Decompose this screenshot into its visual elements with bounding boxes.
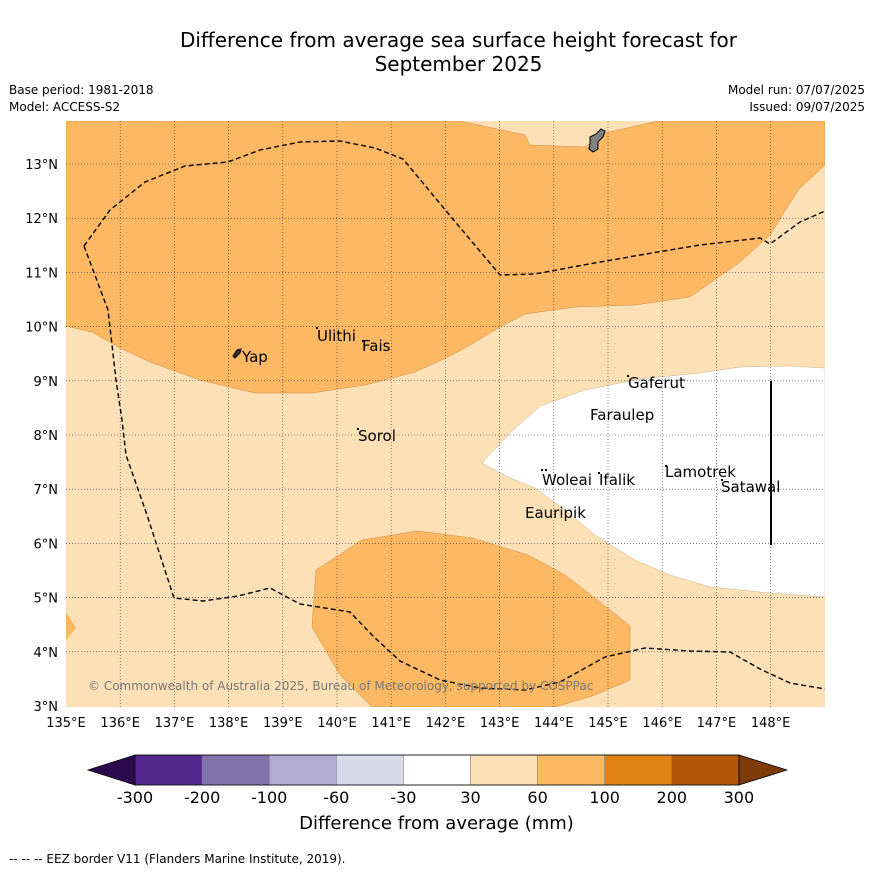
colorbar-tick: -60 [323, 788, 350, 807]
lon-tick-label: 147°E [697, 716, 737, 731]
lon-tick-label: 142°E [426, 716, 466, 731]
colorbar-tick: -30 [390, 788, 417, 807]
colorbar-outline [134, 754, 740, 786]
latitude-labels: 3°N 4°N 5°N 6°N 7°N 8°N 9°N 10°N 11°N 12°N 13°N [25, 158, 58, 715]
gridlines [66, 121, 825, 707]
title-line-2: September 2025 [374, 52, 543, 76]
lat-tick-label: 13°N [25, 158, 58, 173]
colorbar-segment [671, 754, 740, 786]
woleai-marker-2 [545, 469, 547, 471]
label-ulithi: Ulithi [317, 327, 356, 345]
label-sorol: Sorol [358, 427, 396, 445]
gaferut-marker [627, 375, 629, 377]
colorbar-segment [470, 754, 538, 786]
lat-tick-label: 10°N [25, 321, 58, 336]
colorbar [86, 754, 789, 786]
lat-tick-label: 4°N [34, 646, 59, 661]
lat-tick-label: 6°N [34, 537, 59, 552]
colorbar-segment [201, 754, 270, 786]
colorbar-title: Difference from average (mm) [299, 813, 574, 834]
colorbar-tick: 30 [460, 788, 481, 807]
colorbar-segment [268, 754, 337, 786]
label-fais: Fais [362, 337, 391, 355]
ulithi-marker [316, 327, 318, 329]
fais-marker [362, 340, 364, 342]
lon-tick-label: 144°E [534, 716, 574, 731]
colorbar-tick: -300 [116, 788, 154, 807]
yap-island-icon [232, 348, 242, 359]
lon-tick-label: 148°E [751, 716, 791, 731]
copyright-text: © Commonwealth of Australia 2025, Bureau… [88, 679, 593, 693]
colorbar-tick: 60 [527, 788, 548, 807]
satawal-marker [721, 479, 723, 481]
colorbar-segment [537, 754, 605, 786]
model-run: Model run: 07/07/2025 [727, 83, 865, 97]
label-woleai: Woleai [542, 471, 592, 489]
lon-tick-label: 146°E [642, 716, 682, 731]
lat-tick-label: 5°N [34, 592, 59, 607]
contour-layer [66, 121, 825, 707]
fill-60-100-west [66, 612, 76, 640]
label-gaferut: Gaferut [628, 374, 685, 392]
lon-tick-label: 141°E [371, 716, 411, 731]
guam-island-icon [588, 128, 606, 153]
label-yap: Yap [241, 348, 268, 366]
lamotrek-marker [665, 465, 667, 467]
lon-tick-label: 138°E [209, 716, 249, 731]
lat-tick-label: 12°N [25, 212, 58, 227]
colorbar-segment [604, 754, 673, 786]
label-lamotrek: Lamotrek [665, 463, 736, 481]
colorbar-segment [134, 754, 203, 786]
map-title: Difference from average sea surface heig… [0, 28, 873, 76]
ifalik-marker [598, 472, 600, 474]
colorbar-segment [403, 754, 471, 786]
colorbar-extend-high [738, 754, 789, 786]
lon-tick-label: 136°E [100, 716, 140, 731]
colorbar-tick: -200 [183, 788, 221, 807]
atoll-markers [316, 327, 723, 481]
lon-tick-label: 137°E [155, 716, 195, 731]
eez-border [83, 140, 826, 691]
meta-right: Model run: 07/07/2025 Issued: 09/07/2025 [728, 82, 865, 116]
colorbar-extend-low [86, 754, 136, 786]
lon-tick-label: 140°E [317, 716, 357, 731]
eez-footnote: -- -- -- EEZ border V11 (Flanders Marine… [9, 852, 346, 866]
title-line-1: Difference from average sea surface heig… [179, 28, 738, 52]
lat-tick-label: 3°N [34, 700, 59, 715]
model-name: Model: ACCESS-S2 [9, 100, 121, 114]
sorol-marker [357, 428, 359, 430]
lon-tick-label: 135°E [46, 716, 86, 731]
colorbar-segment [336, 754, 404, 786]
label-eauripik: Eauripik [525, 504, 586, 522]
lon-tick-label: 145°E [588, 716, 628, 731]
label-ifalik: Ifalik [599, 471, 635, 489]
longitude-labels: 135°E 136°E 137°E 138°E 139°E 140°E 141°E 142°E… [46, 716, 790, 731]
label-faraulep: Faraulep [590, 406, 654, 424]
lat-tick-label: 7°N [34, 483, 59, 498]
lat-tick-label: 8°N [34, 429, 59, 444]
base-period: Base period: 1981-2018 [9, 83, 154, 97]
fill-neutral [481, 365, 825, 598]
colorbar-tick: 100 [589, 788, 620, 807]
lat-tick-label: 9°N [34, 375, 59, 390]
colorbar-tick: -100 [251, 788, 288, 807]
lat-tick-label: 11°N [25, 266, 58, 281]
lon-tick-label: 139°E [263, 716, 303, 731]
lon-tick-label: 143°E [480, 716, 520, 731]
issued-date: Issued: 09/07/2025 [749, 100, 865, 114]
label-satawal: Satawal [721, 478, 780, 496]
woleai-marker [541, 469, 543, 471]
meta-left: Base period: 1981-2018 Model: ACCESS-S2 [9, 82, 154, 116]
colorbar-tick: 300 [723, 788, 755, 807]
colorbar-tick: 200 [656, 788, 688, 807]
